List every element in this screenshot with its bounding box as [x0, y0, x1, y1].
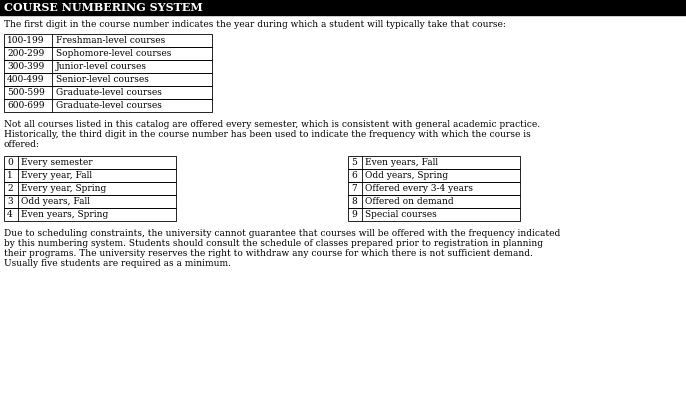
Bar	[348, 195, 520, 208]
Text: Freshman-level courses: Freshman-level courses	[56, 36, 165, 45]
Text: Every year, Spring: Every year, Spring	[21, 184, 106, 193]
Text: Graduate-level courses: Graduate-level courses	[56, 88, 162, 97]
Text: Historically, the third digit in the course number has been used to indicate the: Historically, the third digit in the cou…	[4, 130, 531, 139]
Text: Every semester: Every semester	[21, 158, 93, 167]
Text: 400-499: 400-499	[7, 75, 45, 84]
Text: 0: 0	[7, 158, 13, 167]
Text: 3: 3	[7, 197, 12, 206]
Text: 6: 6	[351, 171, 357, 180]
Text: Senior-level courses: Senior-level courses	[56, 75, 149, 84]
Text: Sophomore-level courses: Sophomore-level courses	[56, 49, 172, 58]
Text: Odd years, Fall: Odd years, Fall	[21, 197, 90, 206]
Text: Offered every 3-4 years: Offered every 3-4 years	[365, 184, 473, 193]
Bar	[348, 156, 520, 169]
Text: 8: 8	[351, 197, 357, 206]
Text: Not all courses listed in this catalog are offered every semester, which is cons: Not all courses listed in this catalog a…	[4, 120, 540, 129]
Bar	[4, 73, 212, 86]
Bar	[4, 60, 212, 73]
Text: Odd years, Spring: Odd years, Spring	[365, 171, 448, 180]
Text: their programs. The university reserves the right to withdraw any course for whi: their programs. The university reserves …	[4, 249, 533, 258]
Bar	[4, 169, 176, 182]
Text: Even years, Spring: Even years, Spring	[21, 210, 108, 219]
Text: 9: 9	[351, 210, 357, 219]
Text: 5: 5	[351, 158, 357, 167]
Text: 100-199: 100-199	[7, 36, 45, 45]
Bar	[348, 208, 520, 221]
Bar	[4, 182, 176, 195]
Bar	[4, 195, 176, 208]
Text: by this numbering system. Students should consult the schedule of classes prepar: by this numbering system. Students shoul…	[4, 239, 543, 248]
Text: 2: 2	[7, 184, 12, 193]
Text: 1: 1	[7, 171, 13, 180]
Text: 500-599: 500-599	[7, 88, 45, 97]
Text: Even years, Fall: Even years, Fall	[365, 158, 438, 167]
Bar	[0, 0, 686, 15]
Text: 600-699: 600-699	[7, 101, 45, 110]
Text: The first digit in the course number indicates the year during which a student w: The first digit in the course number ind…	[4, 20, 506, 29]
Text: 300-399: 300-399	[7, 62, 45, 71]
Text: offered:: offered:	[4, 140, 40, 149]
Text: COURSE NUMBERING SYSTEM: COURSE NUMBERING SYSTEM	[4, 2, 203, 13]
Bar	[4, 47, 212, 60]
Bar	[4, 34, 212, 47]
Text: Special courses: Special courses	[365, 210, 437, 219]
Bar	[4, 156, 176, 169]
Text: Graduate-level courses: Graduate-level courses	[56, 101, 162, 110]
Bar	[4, 99, 212, 112]
Text: 4: 4	[7, 210, 13, 219]
Bar	[348, 169, 520, 182]
Text: Every year, Fall: Every year, Fall	[21, 171, 92, 180]
Text: Junior-level courses: Junior-level courses	[56, 62, 147, 71]
Bar	[4, 86, 212, 99]
Text: Due to scheduling constraints, the university cannot guarantee that courses will: Due to scheduling constraints, the unive…	[4, 229, 560, 238]
Text: 200-299: 200-299	[7, 49, 45, 58]
Text: Usually five students are required as a minimum.: Usually five students are required as a …	[4, 259, 231, 268]
Bar	[4, 208, 176, 221]
Text: 7: 7	[351, 184, 357, 193]
Bar	[348, 182, 520, 195]
Text: Offered on demand: Offered on demand	[365, 197, 453, 206]
